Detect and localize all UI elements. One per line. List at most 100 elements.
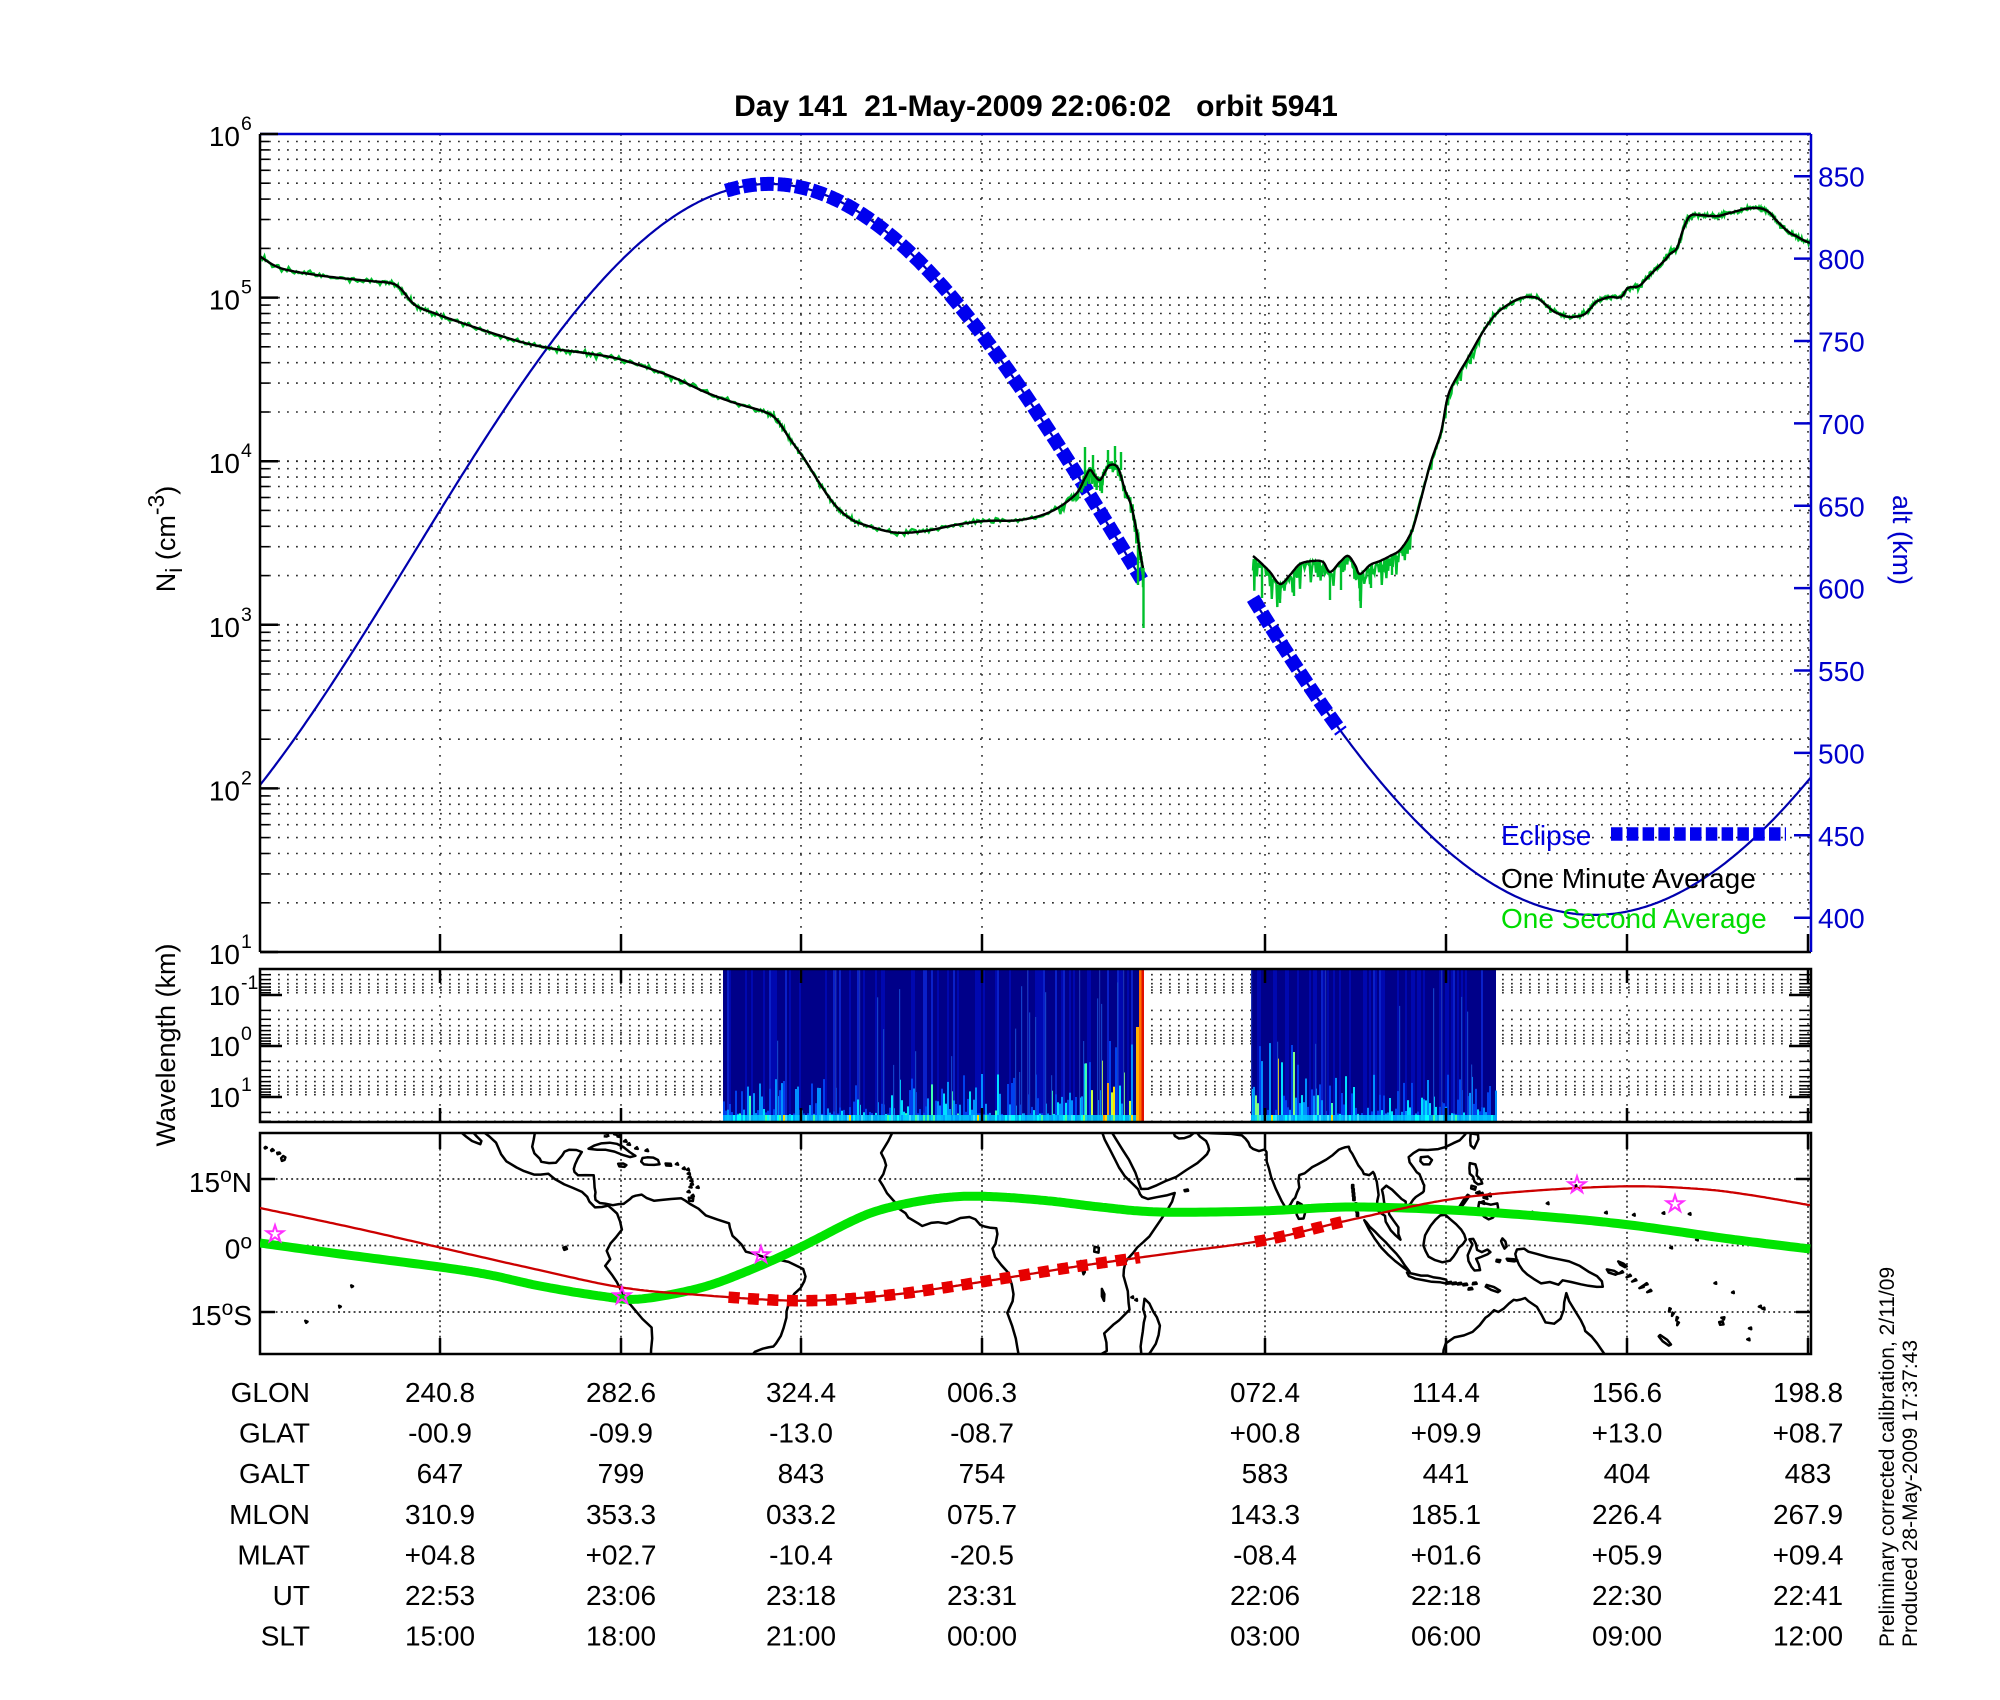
- svg-text:GLON: GLON: [231, 1377, 310, 1408]
- svg-text:06:00: 06:00: [1411, 1621, 1481, 1652]
- svg-text:799: 799: [598, 1458, 645, 1489]
- svg-text:09:00: 09:00: [1592, 1621, 1662, 1652]
- svg-text:006.3: 006.3: [947, 1377, 1017, 1408]
- svg-text:+00.8: +00.8: [1230, 1418, 1301, 1449]
- svg-text:198.8: 198.8: [1773, 1377, 1843, 1408]
- svg-text:+09.4: +09.4: [1773, 1539, 1844, 1570]
- svg-text:10: 10: [209, 1082, 240, 1113]
- svg-text:22:30: 22:30: [1592, 1580, 1662, 1611]
- svg-text:0: 0: [241, 1023, 252, 1045]
- svg-text:Produced 28-May-2009 17:37:43: Produced 28-May-2009 17:37:43: [1899, 1340, 1922, 1647]
- svg-text:+01.6: +01.6: [1411, 1539, 1482, 1570]
- svg-text:10: 10: [209, 775, 240, 806]
- svg-text:22:41: 22:41: [1773, 1580, 1843, 1611]
- svg-text:500: 500: [1818, 738, 1865, 769]
- svg-text:10: 10: [209, 285, 240, 316]
- svg-text:Eclipse: Eclipse: [1501, 820, 1591, 851]
- svg-text:One Second Average: One Second Average: [1501, 903, 1767, 934]
- svg-text:UT: UT: [273, 1580, 310, 1611]
- svg-text:143.3: 143.3: [1230, 1499, 1300, 1530]
- svg-text:185.1: 185.1: [1411, 1499, 1481, 1530]
- svg-text:075.7: 075.7: [947, 1499, 1017, 1530]
- svg-text:+08.7: +08.7: [1773, 1418, 1844, 1449]
- svg-text:18:00: 18:00: [586, 1621, 656, 1652]
- svg-text:Day 141 21-May-2009 22:06:02: Day 141 21-May-2009 22:06:02 orbit 5941: [734, 90, 1338, 123]
- svg-text:MLAT: MLAT: [237, 1539, 310, 1570]
- svg-text:-20.5: -20.5: [950, 1539, 1014, 1570]
- svg-text:+02.7: +02.7: [586, 1539, 657, 1570]
- svg-text:650: 650: [1818, 491, 1865, 522]
- svg-text:00:00: 00:00: [947, 1621, 1017, 1652]
- svg-text:GLAT: GLAT: [239, 1418, 310, 1449]
- svg-text:647: 647: [417, 1458, 464, 1489]
- svg-text:12:00: 12:00: [1773, 1621, 1843, 1652]
- svg-text:4: 4: [241, 440, 252, 462]
- svg-text:03:00: 03:00: [1230, 1621, 1300, 1652]
- svg-text:-10.4: -10.4: [769, 1539, 833, 1570]
- svg-text:+13.0: +13.0: [1592, 1418, 1663, 1449]
- svg-text:483: 483: [1785, 1458, 1832, 1489]
- svg-text:156.6: 156.6: [1592, 1377, 1662, 1408]
- svg-text:+04.8: +04.8: [405, 1539, 476, 1570]
- svg-text:353.3: 353.3: [586, 1499, 656, 1530]
- svg-text:+05.9: +05.9: [1592, 1539, 1663, 1570]
- svg-text:800: 800: [1818, 244, 1865, 275]
- svg-text:23:31: 23:31: [947, 1580, 1017, 1611]
- svg-text:2: 2: [241, 767, 252, 789]
- svg-text:1: 1: [241, 1074, 252, 1096]
- svg-text:21:00: 21:00: [766, 1621, 836, 1652]
- svg-text:10: 10: [209, 939, 240, 970]
- svg-text:10: 10: [209, 1031, 240, 1062]
- svg-text:10: 10: [209, 448, 240, 479]
- svg-text:Preliminary corrected calibrat: Preliminary corrected calibration, 2/11/…: [1876, 1267, 1899, 1647]
- svg-text:267.9: 267.9: [1773, 1499, 1843, 1530]
- svg-text:10: 10: [209, 121, 240, 152]
- svg-text:324.4: 324.4: [766, 1377, 836, 1408]
- svg-text:Wavelength (km): Wavelength (km): [151, 943, 181, 1146]
- svg-text:1: 1: [241, 931, 252, 953]
- svg-text:310.9: 310.9: [405, 1499, 475, 1530]
- svg-text:400: 400: [1818, 903, 1865, 934]
- svg-text:226.4: 226.4: [1592, 1499, 1662, 1530]
- svg-text:15oS: 15oS: [190, 1297, 252, 1331]
- svg-text:450: 450: [1818, 821, 1865, 852]
- svg-text:-08.7: -08.7: [950, 1418, 1014, 1449]
- svg-text:404: 404: [1604, 1458, 1651, 1489]
- svg-text:583: 583: [1242, 1458, 1289, 1489]
- svg-text:850: 850: [1818, 162, 1865, 193]
- svg-text:750: 750: [1818, 327, 1865, 358]
- svg-text:15:00: 15:00: [405, 1621, 475, 1652]
- svg-text:3: 3: [241, 604, 252, 626]
- svg-text:6: 6: [241, 113, 252, 135]
- svg-text:MLON: MLON: [229, 1499, 310, 1530]
- svg-text:-1: -1: [241, 972, 258, 994]
- svg-text:240.8: 240.8: [405, 1377, 475, 1408]
- svg-text:22:53: 22:53: [405, 1580, 475, 1611]
- svg-text:23:18: 23:18: [766, 1580, 836, 1611]
- svg-text:-00.9: -00.9: [408, 1418, 472, 1449]
- svg-text:-08.4: -08.4: [1233, 1539, 1297, 1570]
- svg-text:550: 550: [1818, 656, 1865, 687]
- svg-text:One Minute Average: One Minute Average: [1501, 863, 1756, 894]
- svg-text:alt (km): alt (km): [1887, 495, 1917, 585]
- svg-text:114.4: 114.4: [1412, 1377, 1480, 1408]
- svg-text:22:06: 22:06: [1230, 1580, 1300, 1611]
- svg-text:-09.9: -09.9: [589, 1418, 653, 1449]
- svg-text:SLT: SLT: [261, 1621, 310, 1652]
- svg-text:22:18: 22:18: [1411, 1580, 1481, 1611]
- svg-text:23:06: 23:06: [586, 1580, 656, 1611]
- svg-text:033.2: 033.2: [766, 1499, 836, 1530]
- svg-text:072.4: 072.4: [1230, 1377, 1300, 1408]
- svg-text:+09.9: +09.9: [1411, 1418, 1482, 1449]
- svg-text:GALT: GALT: [239, 1458, 310, 1489]
- svg-text:10: 10: [209, 612, 240, 643]
- svg-text:-13.0: -13.0: [769, 1418, 833, 1449]
- svg-text:600: 600: [1818, 574, 1865, 605]
- svg-text:843: 843: [778, 1458, 825, 1489]
- svg-text:754: 754: [959, 1458, 1006, 1489]
- svg-text:5: 5: [241, 277, 252, 299]
- svg-text:282.6: 282.6: [586, 1377, 656, 1408]
- svg-text:441: 441: [1423, 1458, 1470, 1489]
- svg-text:700: 700: [1818, 409, 1865, 440]
- svg-text:10: 10: [209, 980, 240, 1011]
